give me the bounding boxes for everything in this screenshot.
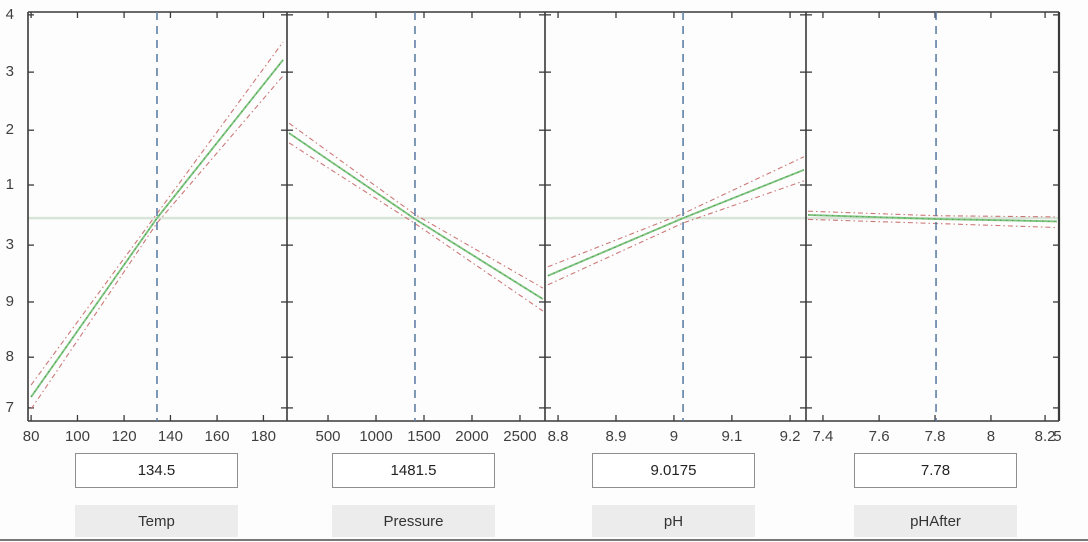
factor-label-temp: Temp <box>75 505 238 537</box>
factor-label-ph: pH <box>592 505 755 537</box>
y-tick-label: 3 <box>5 236 14 254</box>
confidence-lower-temp <box>30 75 284 410</box>
confidence-upper-ph <box>547 156 805 268</box>
factor-control-temp: Temp <box>75 453 238 537</box>
fit-line-dots-temp <box>30 59 284 398</box>
factor-value-input-phafter[interactable] <box>854 453 1017 488</box>
factor-control-pressure: Pressure <box>332 453 495 537</box>
x-tick-label-pressure: 2500 <box>503 428 537 445</box>
fit-line-ph <box>547 169 805 277</box>
factor-value-input-temp[interactable] <box>75 453 238 488</box>
confidence-lower-ph <box>547 180 805 286</box>
x-tick-label-temp: 140 <box>157 428 183 445</box>
x-tick-label-pressure: 500 <box>315 428 341 445</box>
x-tick-label-pressure: 1500 <box>407 428 441 445</box>
factor-control-ph: pH <box>592 453 755 537</box>
y-tick-label: 7 <box>5 398 14 416</box>
x-tick-label-pressure: 1000 <box>359 428 393 445</box>
y-tick-label: 2 <box>5 121 14 139</box>
y-tick-label: 9 <box>5 292 14 310</box>
fit-line-dots-phafter <box>807 214 1058 222</box>
x-tick-label-ph: 9.2 <box>779 428 801 445</box>
x-tick-label-temp: 180 <box>250 428 276 445</box>
factor-value-input-pressure[interactable] <box>332 453 495 488</box>
factor-value-input-ph[interactable] <box>592 453 755 488</box>
factor-label-pressure: Pressure <box>332 505 495 537</box>
x-tick-label-phafter: 7.4 <box>812 428 834 445</box>
y-tick-label: 1 <box>5 176 14 193</box>
x-tick-label-pressure: 2000 <box>455 428 489 445</box>
x-tick-label-ph: 8.9 <box>605 428 627 445</box>
y-tick-label: 3 <box>5 63 14 81</box>
x-tick-label-clipped: 5 <box>1053 428 1062 445</box>
y-tick-label: 8 <box>5 348 14 366</box>
factor-control-phafter: pHAfter <box>854 453 1017 537</box>
x-tick-label-temp: 160 <box>204 428 230 445</box>
fit-line-dots-pressure <box>288 132 544 300</box>
x-tick-label-phafter: 7.8 <box>924 428 946 445</box>
confidence-upper-pressure <box>288 122 544 289</box>
x-tick-label-ph: 9.1 <box>721 428 743 445</box>
confidence-lower-pressure <box>288 142 544 312</box>
fit-line-dots-ph <box>547 169 805 277</box>
x-tick-label-ph: 8.8 <box>547 428 569 445</box>
x-tick-label-ph: 9 <box>669 428 679 445</box>
x-tick-label-phafter: 7.6 <box>868 428 890 445</box>
y-tick-label: 4 <box>5 5 14 23</box>
x-tick-label-temp: 100 <box>64 428 90 445</box>
x-tick-label-temp: 120 <box>111 428 137 445</box>
x-tick-label-phafter: 8 <box>986 428 996 445</box>
x-tick-label-phafter: 8.2 <box>1034 428 1056 445</box>
figure-bottom-border <box>0 539 1088 541</box>
fit-line-pressure <box>288 132 544 300</box>
factor-label-phafter: pHAfter <box>854 505 1017 537</box>
x-tick-label-temp: 80 <box>22 428 40 445</box>
